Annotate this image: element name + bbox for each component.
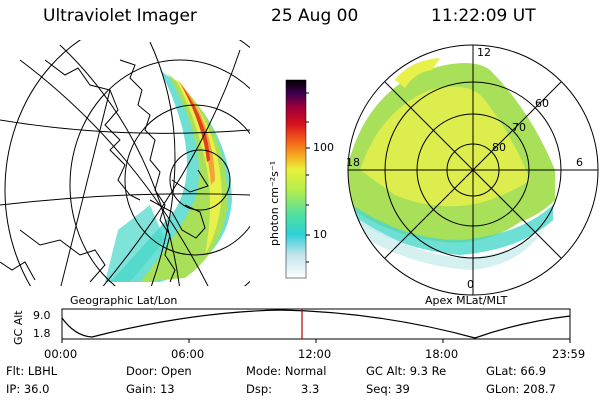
glat-info: GLat: 66.9 <box>486 364 547 378</box>
seq-info: Seq: 39 <box>366 382 410 396</box>
mlat-label-60: 60 <box>535 97 549 110</box>
filter-info: Flt: LBHL <box>6 364 58 378</box>
instrument-title: Ultraviolet Imager <box>43 6 197 26</box>
polar-plot <box>347 44 599 296</box>
altitude-timeline <box>61 308 571 343</box>
glon-info: GLon: 208.7 <box>486 382 556 396</box>
apex-caption: Apex MLat/MLT <box>425 294 508 307</box>
date-label: 25 Aug 00 <box>271 6 359 26</box>
mlat-label-70: 70 <box>512 121 526 134</box>
timeline-x-tick-0: 00:00 <box>44 347 78 361</box>
timeline-x-tick-3: 18:00 <box>425 347 459 361</box>
colorbar <box>285 79 310 279</box>
mlat-label-80: 80 <box>492 141 506 154</box>
geographic-caption: Geographic Lat/Lon <box>70 294 178 307</box>
timeline-y-title: GC Alt <box>12 310 25 345</box>
colorbar-tick-100: 100 <box>313 141 334 154</box>
geographic-map <box>0 40 250 286</box>
mlt-label-6: 6 <box>576 156 583 169</box>
timeline-x-tick-2: 12:00 <box>298 347 332 361</box>
timeline-y-tick-top: 9.0 <box>33 309 51 322</box>
timeline-x-tick-4: 23:59 <box>552 347 586 361</box>
colorbar-unit-label: photon cm⁻²s⁻¹ <box>268 160 281 246</box>
mode-info: Mode: Normal <box>246 364 327 378</box>
timeline-y-tick-bottom: 1.8 <box>33 327 51 340</box>
dsp-info-label: Dsp: <box>246 382 273 396</box>
gc-alt-info: GC Alt: 9.3 Re <box>366 364 447 378</box>
mlt-label-12: 12 <box>477 46 491 59</box>
door-info: Door: Open <box>126 364 192 378</box>
dsp-info-value: 3.3 <box>301 382 320 396</box>
time-label: 11:22:09 UT <box>431 6 536 26</box>
mlt-label-0: 0 <box>467 278 474 291</box>
gain-info: Gain: 13 <box>126 382 175 396</box>
mlt-label-18: 18 <box>346 156 360 169</box>
timeline-x-tick-1: 06:00 <box>171 347 205 361</box>
colorbar-tick-10: 10 <box>313 228 327 241</box>
ip-info: IP: 36.0 <box>6 382 50 396</box>
